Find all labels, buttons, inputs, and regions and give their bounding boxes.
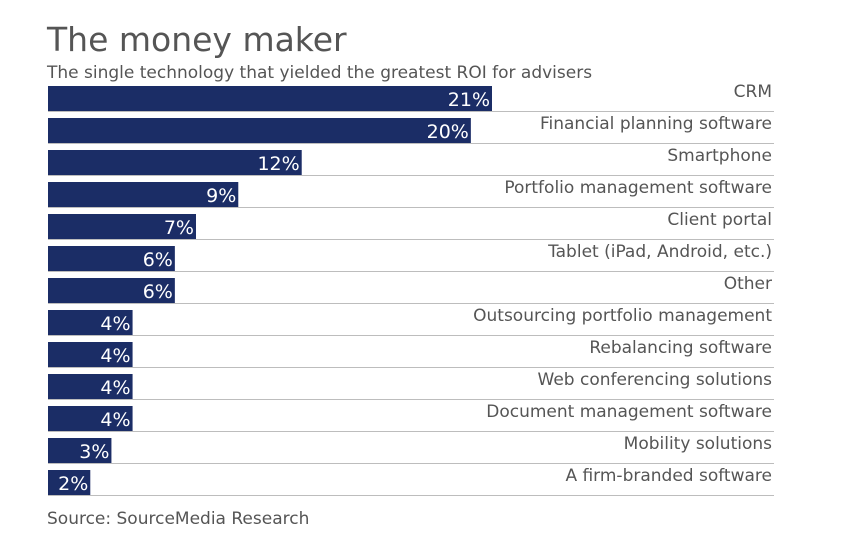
bar-value-label: 9% [206,185,236,207]
category-label: CRM [734,82,772,102]
category-label: Mobility solutions [624,434,772,454]
bar-value-label: 4% [100,409,130,431]
bar [48,310,133,335]
category-label: Financial planning software [540,114,772,134]
bar [48,374,133,399]
category-label: Rebalancing software [589,338,772,358]
category-label: Web conferencing solutions [538,370,773,390]
bar-value-label: 4% [100,377,130,399]
bar [48,86,492,111]
category-label: Smartphone [667,146,772,166]
category-label: A firm-branded software [565,466,772,486]
category-label: Other [724,274,772,294]
bar [48,470,91,495]
bar-value-label: 4% [100,313,130,335]
bar [48,438,112,463]
bar-value-label: 12% [257,153,299,175]
chart-title: The money maker [47,20,347,59]
bar [48,278,175,303]
bar [48,406,133,431]
category-label: Portfolio management software [504,178,772,198]
bar [48,118,471,143]
bar-value-label: 7% [164,217,194,239]
category-label: Document management software [486,402,772,422]
bar [48,150,302,175]
bar-value-label: 4% [100,345,130,367]
bar-value-label: 2% [58,473,88,495]
bar [48,246,175,271]
bar [48,214,196,239]
bar-value-label: 6% [143,249,173,271]
bar [48,182,239,207]
bar [48,342,133,367]
bar-value-label: 6% [143,281,173,303]
category-label: Tablet (iPad, Android, etc.) [547,242,772,262]
chart-subtitle: The single technology that yielded the g… [47,63,593,83]
category-label: Outsourcing portfolio management [473,306,772,326]
category-label: Client portal [667,210,772,230]
bar-value-label: 3% [79,441,109,463]
bar-value-label: 21% [448,89,490,111]
bar-value-label: 20% [427,121,469,143]
chart-source: Source: SourceMedia Research [47,509,310,529]
